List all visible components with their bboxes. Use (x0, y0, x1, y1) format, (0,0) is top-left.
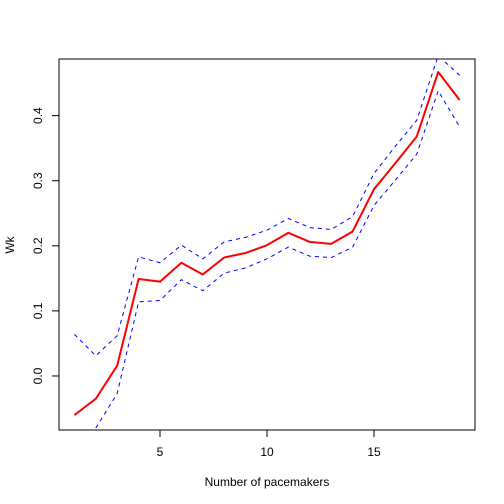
series-line-upper (74, 59, 460, 357)
y-tick-label: 0.1 (31, 302, 45, 319)
y-tick-label: 0.3 (31, 172, 45, 189)
series-line-lower (95, 90, 461, 429)
x-tick-label: 10 (260, 445, 274, 459)
x-tick-label: 15 (367, 445, 381, 459)
series-line-estimate (73, 71, 461, 416)
y-tick-label: 0.2 (31, 237, 45, 254)
x-axis-title: Number of pacemakers (205, 475, 330, 489)
y-tick-label: 0.4 (31, 107, 45, 124)
y-axis-title: Wk (3, 235, 17, 253)
x-tick-label: 5 (157, 445, 164, 459)
y-tick-label: 0.0 (31, 367, 45, 384)
axis-layer: 5 10 15 0.0 0.1 0.2 0.3 0.4 (31, 107, 381, 459)
series-layer (73, 59, 461, 429)
